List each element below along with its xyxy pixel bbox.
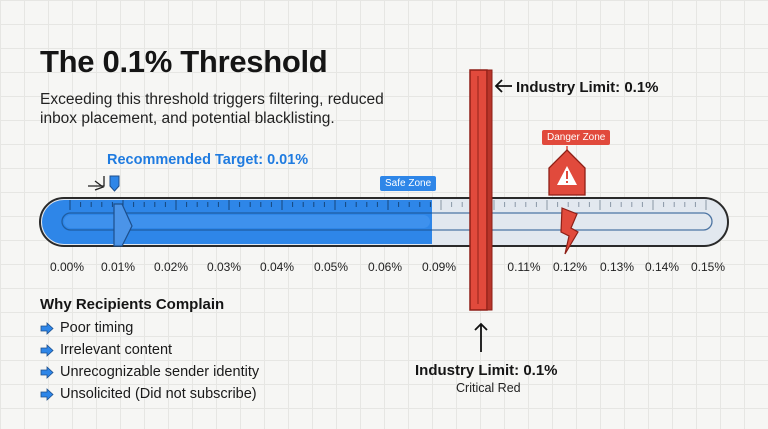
complaints-heading: Why Recipients Complain (40, 296, 225, 313)
bullet-arrow-icon (40, 365, 54, 379)
safe-zone-badge: Safe Zone (380, 176, 437, 191)
tick-label: 0.02% (153, 260, 189, 274)
tick-label: 0.03% (206, 260, 242, 274)
danger-zone-badge: Danger Zone (542, 130, 611, 145)
complaint-text: Poor timing (60, 320, 134, 336)
bullet-arrow-icon (40, 387, 54, 401)
tick-label: 0.00% (49, 260, 85, 274)
warning-icon (548, 149, 586, 196)
complaint-item: Irrelevant content (40, 342, 172, 358)
industry-limit-label-bottom: Industry Limit: 0.1% (415, 362, 558, 379)
target-pin (109, 175, 120, 192)
complaint-text: Unrecognizable sender identity (60, 364, 260, 380)
tick-label: 0.14% (644, 260, 680, 274)
tick-label: 0.06% (367, 260, 403, 274)
gauge-inner-channel (61, 212, 713, 231)
complaint-item: Poor timing (40, 320, 133, 336)
tick-label: 0.12% (552, 260, 588, 274)
bullet-arrow-icon (40, 343, 54, 357)
arrow-icon (494, 79, 512, 93)
complaint-text: Unsolicited (Did not subscribe) (60, 386, 257, 402)
tick-label: 0.09% (421, 260, 457, 274)
complaint-item: Unsolicited (Did not subscribe) (40, 386, 257, 402)
target-bracket (88, 176, 105, 187)
industry-limit-bar-side (486, 69, 493, 311)
recommended-target-label: Recommended Target: 0.01% (107, 152, 309, 168)
critical-red-label: Critical Red (456, 381, 521, 395)
page-title: The 0.1% Threshold (40, 44, 328, 79)
tick-label: 0.01% (100, 260, 136, 274)
complaint-item: Unrecognizable sender identity (40, 364, 259, 380)
tick-label: 0.11% (507, 260, 541, 274)
gauge-ticks (69, 200, 707, 210)
arrow-icon (474, 322, 488, 352)
gauge-inner-highlight (64, 215, 430, 228)
complaint-text: Irrelevant content (60, 342, 173, 358)
bullet-arrow-icon (40, 321, 54, 335)
tick-label: 0.04% (259, 260, 295, 274)
danger-pointer (560, 207, 579, 255)
target-pointer (94, 180, 105, 191)
industry-limit-label-top: Industry Limit: 0.1% (516, 79, 659, 96)
tick-label: 0.15% (690, 260, 726, 274)
target-wedge (113, 203, 133, 247)
tick-label: 0.13% (599, 260, 635, 274)
page-subtitle: Exceeding this threshold triggers filter… (40, 91, 384, 127)
tick-label: 0.05% (313, 260, 349, 274)
